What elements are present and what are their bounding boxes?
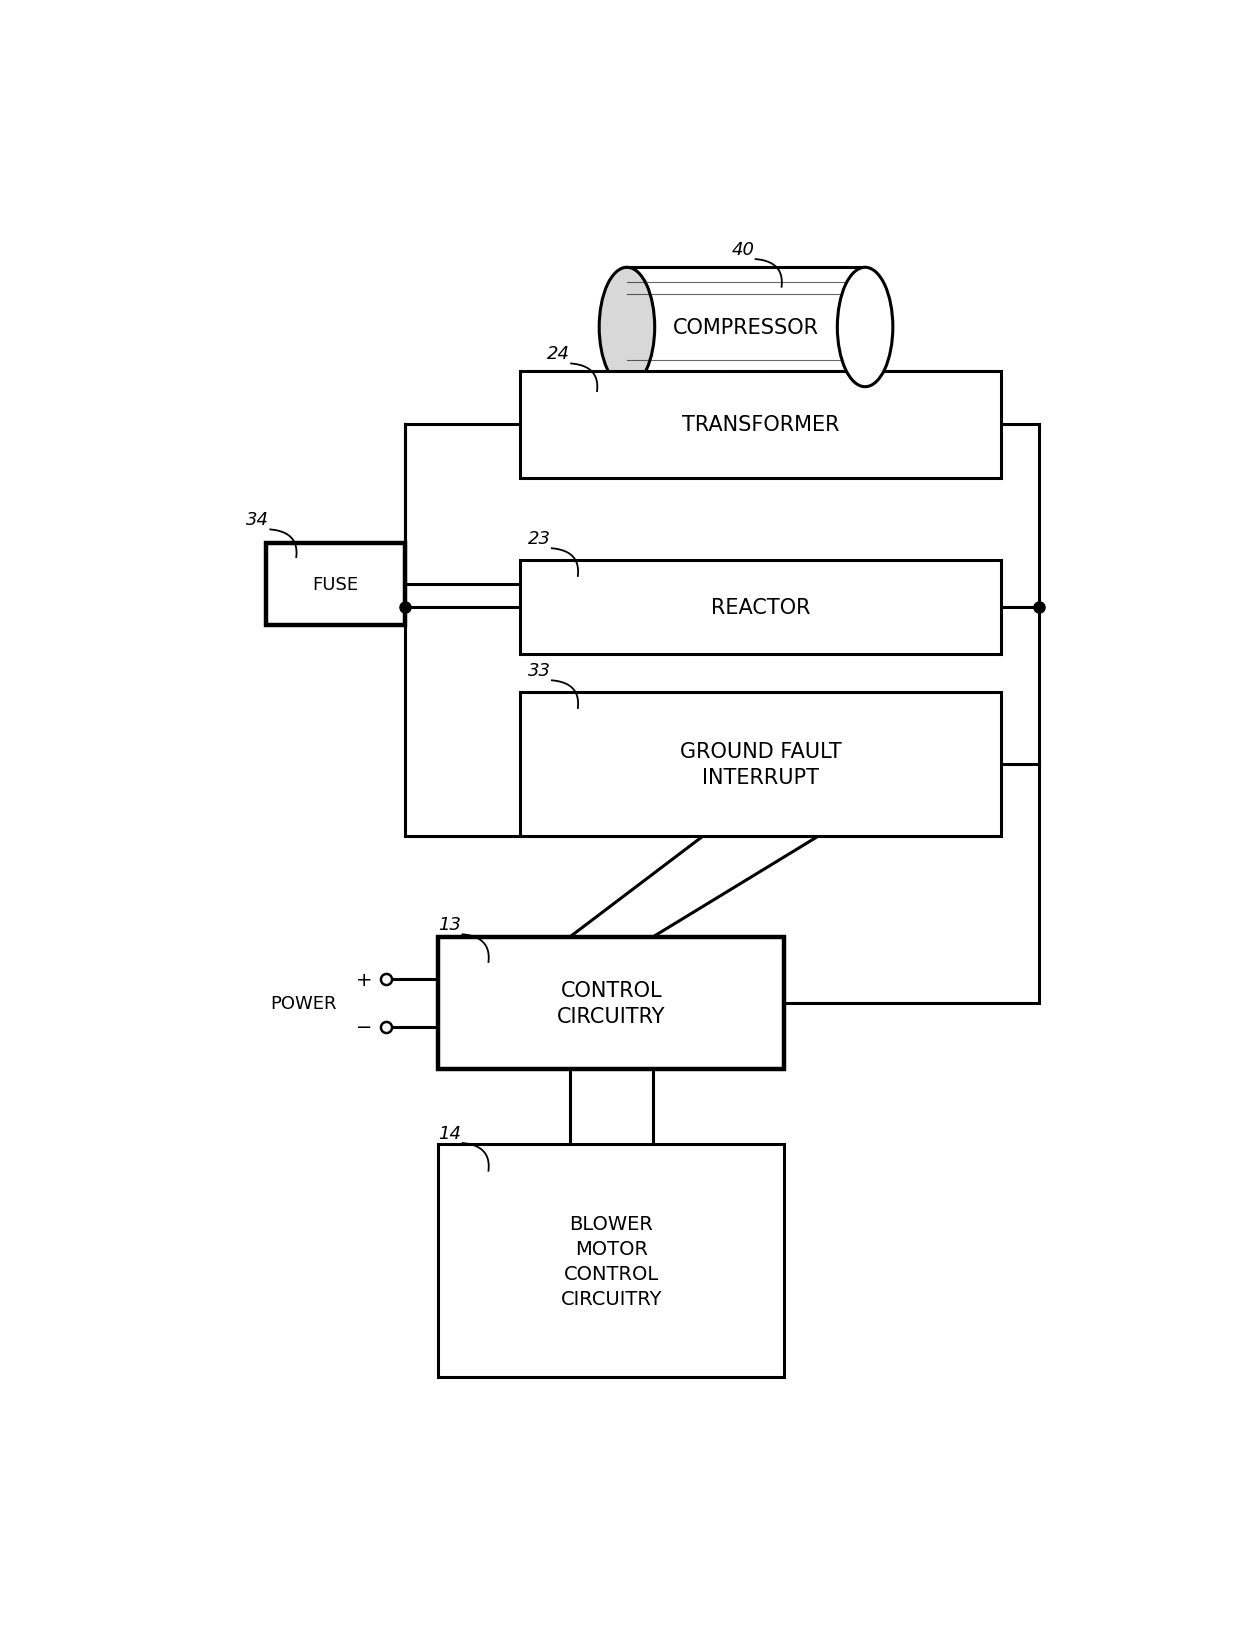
Text: 34: 34 xyxy=(247,511,269,529)
Text: 23: 23 xyxy=(528,530,551,548)
Bar xyxy=(521,560,1001,654)
Bar xyxy=(521,692,1001,837)
Text: 14: 14 xyxy=(439,1124,461,1142)
Text: +: + xyxy=(356,969,373,989)
Text: 13: 13 xyxy=(439,916,461,934)
Ellipse shape xyxy=(599,268,655,387)
Bar xyxy=(265,543,404,625)
Bar xyxy=(627,268,866,387)
Bar xyxy=(521,372,1001,478)
Text: −: − xyxy=(356,1017,373,1036)
Text: COMPRESSOR: COMPRESSOR xyxy=(673,318,818,338)
Text: POWER: POWER xyxy=(270,994,337,1012)
Ellipse shape xyxy=(837,268,893,387)
Text: 33: 33 xyxy=(528,663,551,681)
Text: REACTOR: REACTOR xyxy=(711,597,810,617)
Text: BLOWER
MOTOR
CONTROL
CIRCUITRY: BLOWER MOTOR CONTROL CIRCUITRY xyxy=(560,1214,662,1307)
Text: 24: 24 xyxy=(547,346,570,364)
Text: TRANSFORMER: TRANSFORMER xyxy=(682,415,839,436)
Text: GROUND FAULT
INTERRUPT: GROUND FAULT INTERRUPT xyxy=(680,741,841,788)
Text: 40: 40 xyxy=(732,242,755,259)
Bar xyxy=(439,1144,785,1377)
Text: CONTROL
CIRCUITRY: CONTROL CIRCUITRY xyxy=(557,981,666,1027)
Bar xyxy=(439,937,785,1069)
Text: FUSE: FUSE xyxy=(312,576,358,594)
